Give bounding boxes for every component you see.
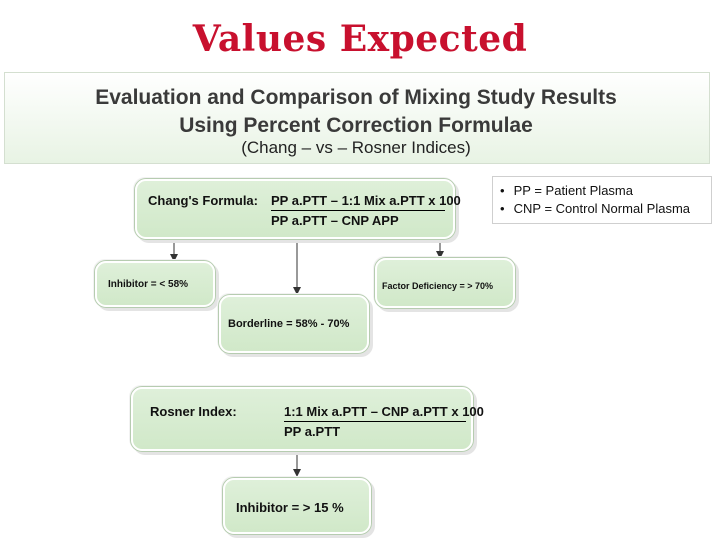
- header-band: [4, 72, 710, 164]
- rosner-formula-box: [130, 386, 474, 452]
- chang-denominator: PP a.PTT – CNP APP: [271, 213, 399, 228]
- rosner-inhibitor-box: [222, 477, 372, 535]
- borderline-box: [218, 294, 370, 354]
- borderline-label: Borderline = 58% - 70%: [228, 318, 350, 330]
- inhibitor-label: Inhibitor = < 58%: [108, 279, 189, 290]
- rosner-numerator: 1:1 Mix a.PTT – CNP a.PTT x 100: [284, 404, 484, 419]
- rosner-denominator: PP a.PTT: [284, 424, 341, 439]
- factor-deficiency-box: [374, 257, 516, 309]
- chang-numerator: PP a.PTT – 1:1 Mix a.PTT x 100: [271, 193, 461, 208]
- header-line-3: (Chang – vs – Rosner Indices): [241, 138, 471, 157]
- chang-fraction-line: [271, 210, 445, 211]
- header-line-2: Using Percent Correction Formulae: [179, 114, 533, 137]
- factor-deficiency-label: Factor Deficiency = > 70%: [382, 281, 494, 291]
- header-line-1: Evaluation and Comparison of Mixing Stud…: [95, 86, 617, 109]
- rosner-index-label: Rosner Index:: [150, 404, 237, 419]
- legend-item-cnp: • CNP = Control Normal Plasma: [500, 201, 691, 216]
- slide-title: Values Expected: [192, 18, 528, 60]
- chang-formula-box: [134, 178, 456, 240]
- chang-formula-label: Chang's Formula:: [148, 193, 258, 208]
- legend-item-pp: • PP = Patient Plasma: [500, 183, 633, 198]
- rosner-fraction-line: [284, 421, 466, 422]
- abbreviation-legend: [492, 176, 712, 224]
- rosner-inhibitor-label: Inhibitor = > 15 %: [236, 500, 344, 515]
- inhibitor-box: [94, 260, 216, 308]
